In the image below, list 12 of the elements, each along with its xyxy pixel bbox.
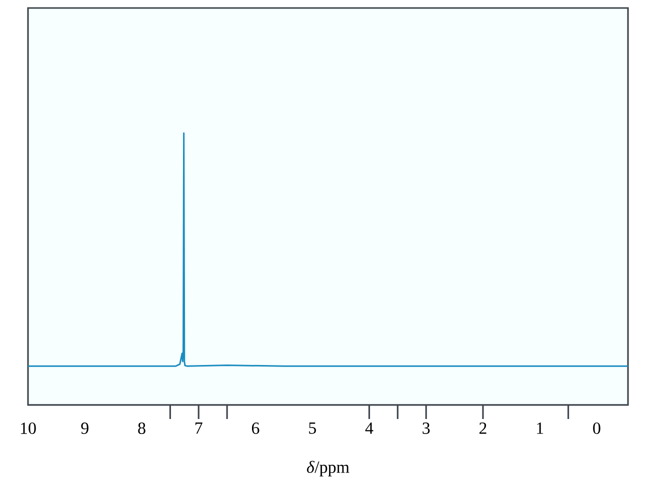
x-tick-label: 9 bbox=[81, 422, 88, 434]
x-tick-label: 1 bbox=[537, 422, 544, 434]
x-tick-label: 2 bbox=[479, 422, 486, 434]
x-tick-label: 5 bbox=[309, 422, 316, 434]
x-tick-label: 3 bbox=[422, 422, 430, 434]
x-tick-label: 4 bbox=[365, 422, 374, 434]
x-tick-label: 7 bbox=[195, 422, 202, 434]
x-tick-label: 10 bbox=[20, 422, 36, 434]
x-axis-title: δ/ppm bbox=[306, 460, 350, 476]
x-tick-label: 6 bbox=[252, 422, 260, 434]
x-tick-label: 0 bbox=[593, 422, 600, 434]
x-tick-label: 8 bbox=[138, 422, 146, 434]
